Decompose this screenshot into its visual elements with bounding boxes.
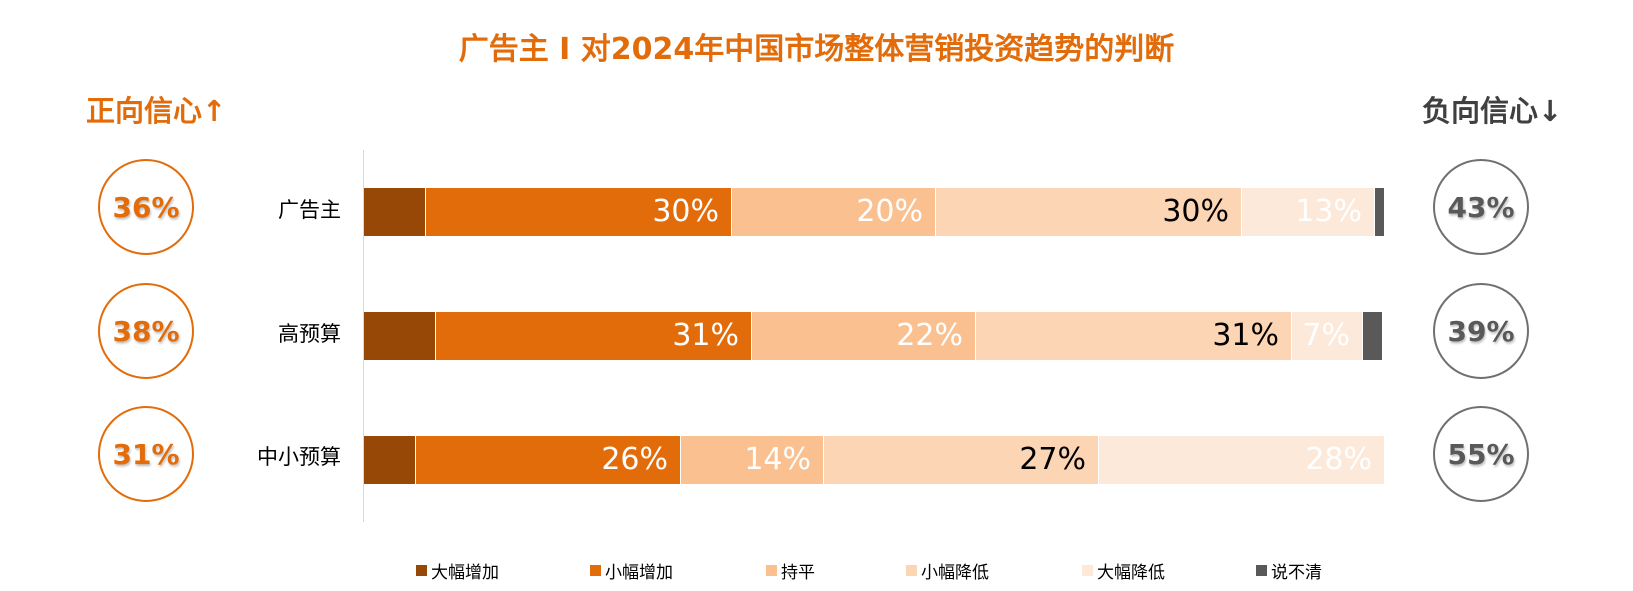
positive-circle-small-budget: 31%: [98, 406, 194, 502]
negative-circle-small-budget: 55%: [1433, 406, 1529, 502]
bar-segment-large-decrease: [1098, 436, 1384, 484]
positive-circle-high-budget: 38%: [98, 283, 194, 379]
bar-segment-small-increase: [415, 436, 680, 484]
legend-item-small-decrease: 小幅降低: [906, 558, 989, 583]
legend-label: 大幅降低: [1097, 563, 1165, 583]
row-label-high-budget: 高预算: [278, 322, 341, 346]
bar-segment-large-increase: [364, 436, 415, 484]
bar-data-label: 27%: [1019, 442, 1086, 477]
legend-swatch: [416, 565, 427, 576]
chart-title: 广告主 I 对2024年中国市场整体营销投资趋势的判断: [458, 32, 1175, 67]
bar-segment-small-decrease: [935, 188, 1241, 236]
bar-data-label: 20%: [856, 194, 923, 229]
legend-swatch: [766, 565, 777, 576]
legend-label: 小幅增加: [605, 563, 673, 583]
bar-segment-large-decrease: [1291, 312, 1362, 360]
bar-row-high-budget: 31% 22% 31% 7%: [364, 312, 1384, 360]
bar-segment-large-increase: [364, 312, 435, 360]
bar-segment-small-increase: [425, 188, 731, 236]
legend-label: 持平: [781, 563, 815, 583]
bar-segment-small-increase: [435, 312, 751, 360]
bar-data-label: 28%: [1305, 442, 1372, 477]
bar-data-label: 7%: [1302, 318, 1350, 353]
row-label-advertisers: 广告主: [278, 198, 341, 222]
legend-item-small-increase: 小幅增加: [590, 558, 673, 583]
bar-data-label: 31%: [1212, 318, 1279, 353]
positive-circle-advertisers: 36%: [98, 159, 194, 255]
bar-segment-small-decrease: [823, 436, 1098, 484]
bar-data-label: 13%: [1295, 194, 1362, 229]
legend-label: 小幅降低: [921, 563, 989, 583]
category-axis-line: [363, 150, 364, 522]
legend-item-large-increase: 大幅增加: [416, 558, 499, 583]
bar-data-label: 30%: [652, 194, 719, 229]
legend-swatch: [1082, 565, 1093, 576]
bar-row-advertisers: 30% 20% 30% 13%: [364, 188, 1384, 236]
bar-data-label: 30%: [1162, 194, 1229, 229]
legend-swatch: [906, 565, 917, 576]
bar-segment-flat: [731, 188, 935, 236]
bar-segment-unsure: [1362, 312, 1382, 360]
legend-swatch: [590, 565, 601, 576]
bar-segment-small-decrease: [975, 312, 1291, 360]
bar-data-label: 26%: [601, 442, 668, 477]
legend-label: 大幅增加: [431, 563, 499, 583]
negative-circle-high-budget: 39%: [1433, 283, 1529, 379]
legend-item-large-decrease: 大幅降低: [1082, 558, 1165, 583]
bar-data-label: 22%: [896, 318, 963, 353]
bar-segment-large-decrease: [1241, 188, 1374, 236]
bar-data-label: 31%: [672, 318, 739, 353]
legend-item-flat: 持平: [766, 558, 815, 583]
legend-swatch: [1256, 565, 1267, 576]
bar-segment-large-increase: [364, 188, 425, 236]
negative-circle-advertisers: 43%: [1433, 159, 1529, 255]
legend: 大幅增加 小幅增加 持平 小幅降低 大幅降低 说不清: [0, 558, 1633, 584]
legend-item-unsure: 说不清: [1256, 558, 1322, 583]
bar-segment-flat: [751, 312, 975, 360]
positive-confidence-label: 正向信心↑: [86, 94, 227, 128]
bar-segment-unsure: [1374, 188, 1384, 236]
negative-confidence-label: 负向信心↓: [1422, 94, 1563, 128]
bar-data-label: 14%: [744, 442, 811, 477]
row-label-small-budget: 中小预算: [257, 445, 341, 469]
legend-label: 说不清: [1271, 563, 1322, 583]
bar-segment-flat: [680, 436, 823, 484]
bar-row-small-budget: 26% 14% 27% 28%: [364, 436, 1384, 484]
